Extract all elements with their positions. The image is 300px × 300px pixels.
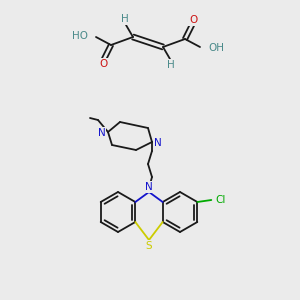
Text: OH: OH — [208, 43, 224, 53]
Text: N: N — [98, 128, 106, 138]
Text: S: S — [146, 241, 152, 251]
Text: H: H — [121, 14, 129, 24]
Text: N: N — [154, 138, 162, 148]
Text: O: O — [189, 15, 197, 25]
Text: O: O — [99, 59, 107, 69]
Text: H: H — [167, 60, 175, 70]
Text: HO: HO — [72, 31, 88, 41]
Text: Cl: Cl — [215, 195, 226, 205]
Text: N: N — [145, 182, 153, 192]
